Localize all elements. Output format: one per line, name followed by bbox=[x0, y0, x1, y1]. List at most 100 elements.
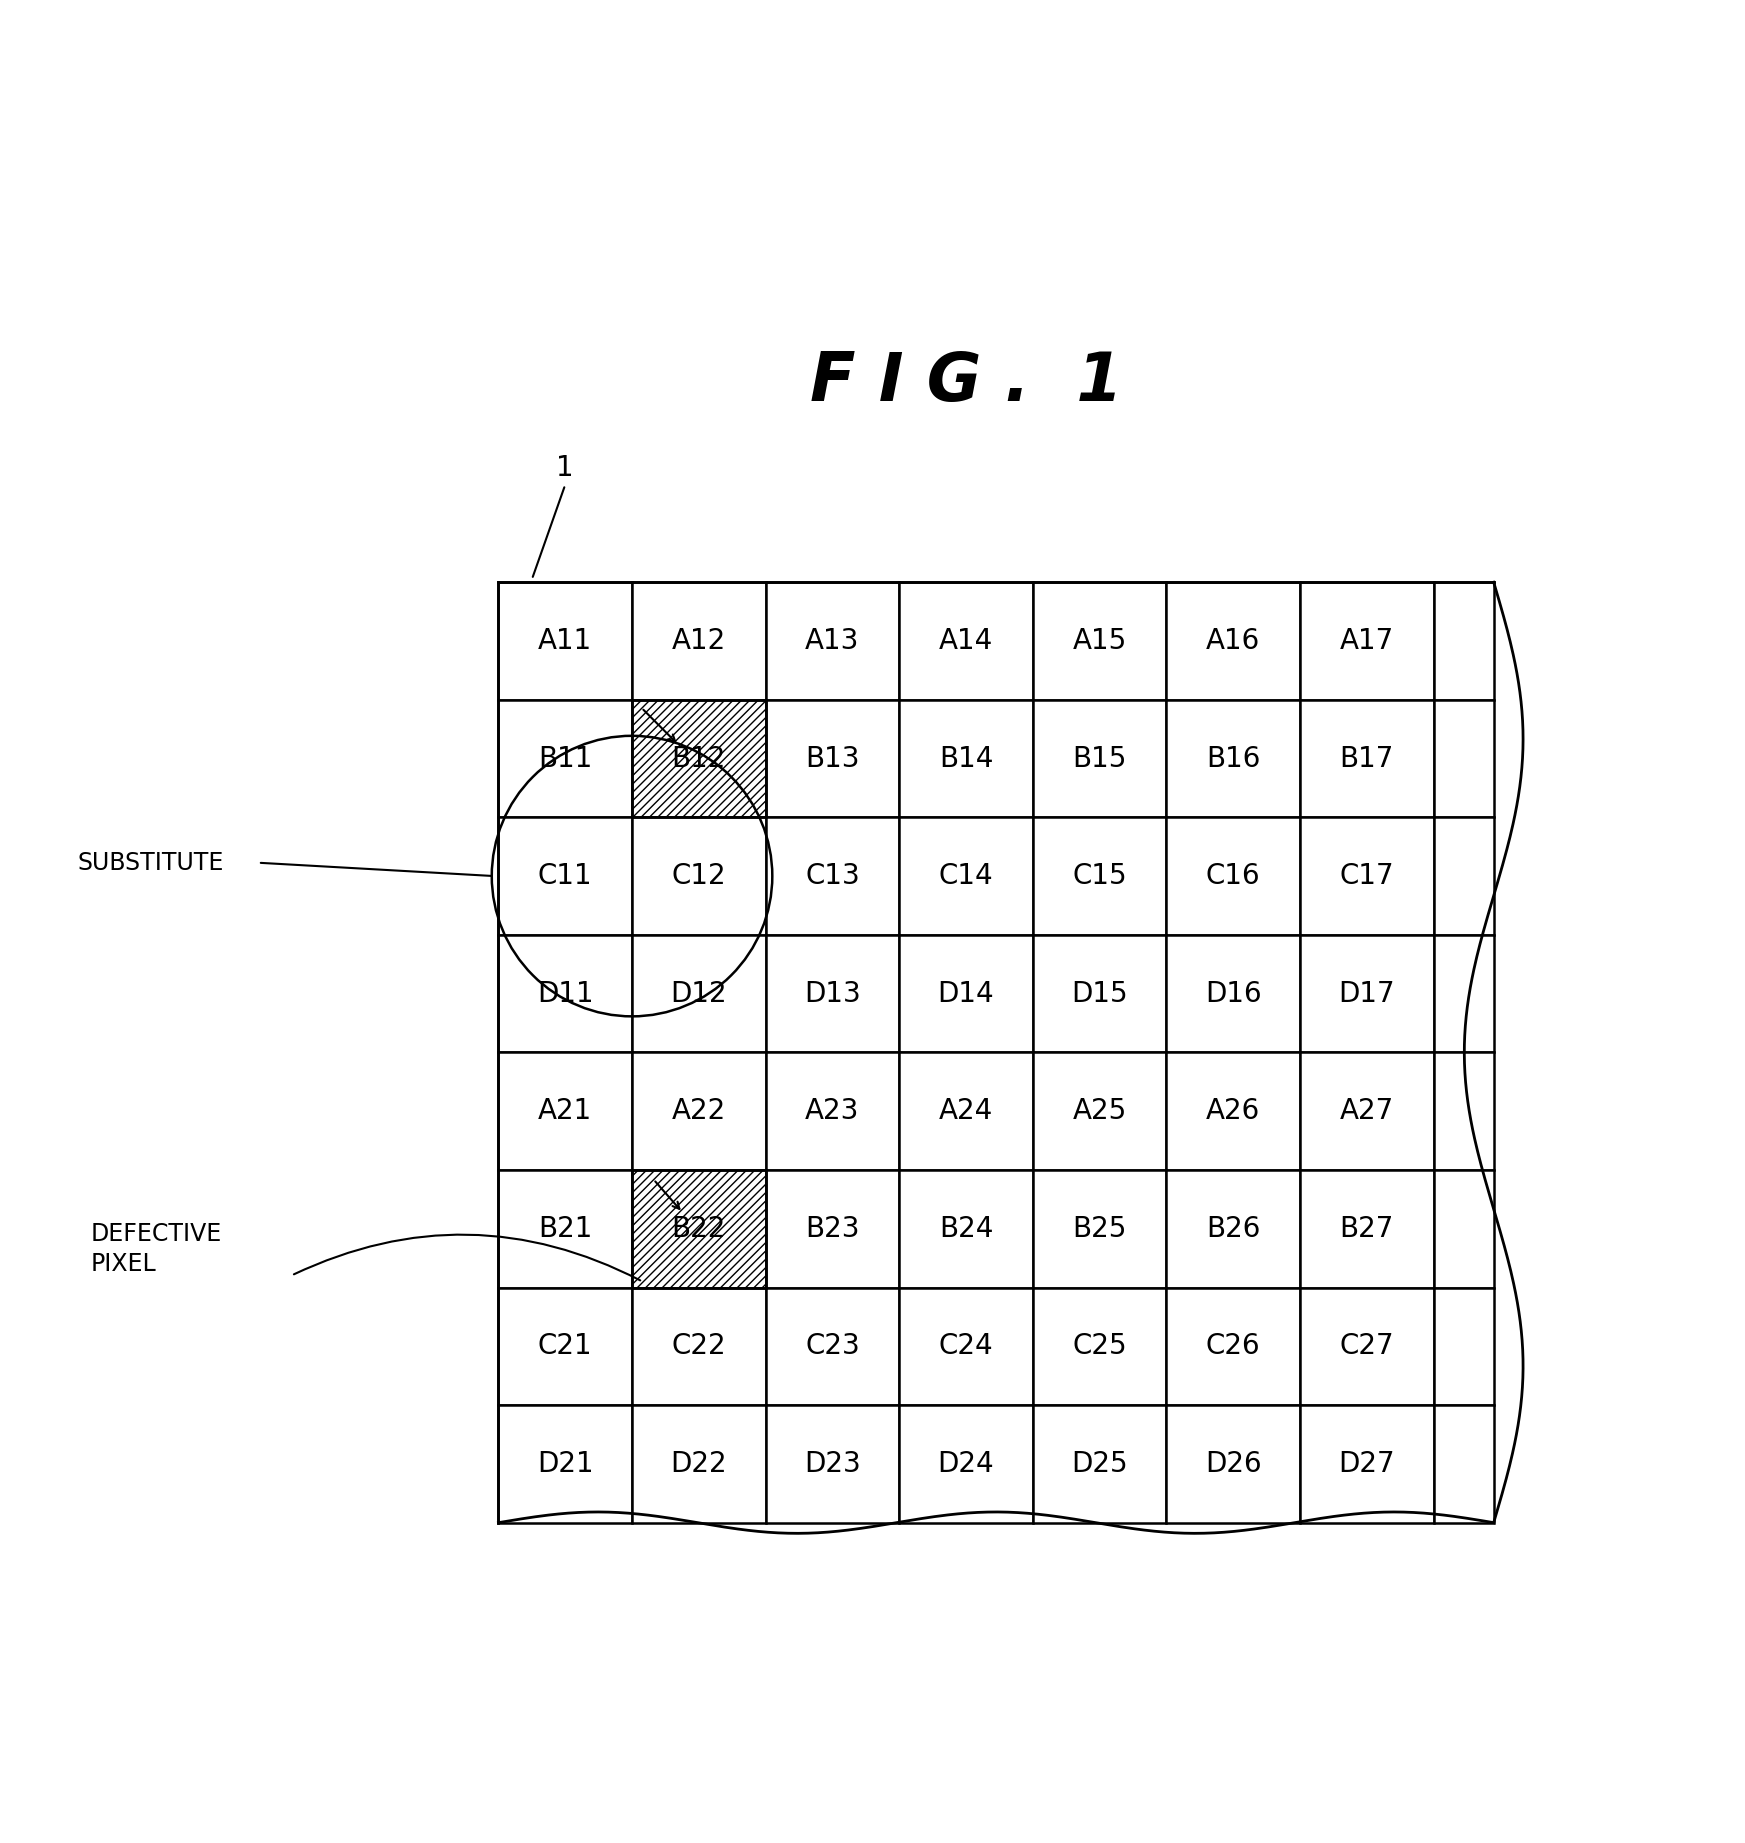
Text: D27: D27 bbox=[1338, 1450, 1394, 1478]
Text: B21: B21 bbox=[537, 1215, 593, 1242]
Text: D24: D24 bbox=[937, 1450, 995, 1478]
Bar bbox=[499, 1052, 632, 1170]
Text: C11: C11 bbox=[537, 863, 593, 890]
Text: B23: B23 bbox=[804, 1215, 860, 1242]
Bar bbox=[499, 1170, 632, 1288]
Bar bbox=[1434, 934, 1494, 1052]
Bar bbox=[1434, 1052, 1494, 1170]
Text: C17: C17 bbox=[1340, 863, 1394, 890]
Text: C13: C13 bbox=[804, 863, 860, 890]
Text: A22: A22 bbox=[672, 1097, 726, 1126]
Bar bbox=[1434, 816, 1494, 934]
Text: A25: A25 bbox=[1073, 1097, 1127, 1126]
Bar bbox=[499, 816, 632, 934]
Bar bbox=[766, 816, 899, 934]
Bar bbox=[632, 582, 766, 700]
Text: D17: D17 bbox=[1338, 980, 1394, 1008]
Text: D14: D14 bbox=[937, 980, 995, 1008]
Text: D25: D25 bbox=[1071, 1450, 1127, 1478]
Bar bbox=[1166, 1404, 1300, 1522]
Bar bbox=[899, 934, 1033, 1052]
Bar bbox=[1166, 1052, 1300, 1170]
Bar bbox=[632, 700, 766, 816]
Text: C14: C14 bbox=[939, 863, 993, 890]
Text: C22: C22 bbox=[672, 1332, 726, 1360]
Bar bbox=[1300, 1052, 1434, 1170]
Bar bbox=[1033, 1170, 1166, 1288]
Text: C26: C26 bbox=[1206, 1332, 1260, 1360]
Bar bbox=[1033, 582, 1166, 700]
Text: A26: A26 bbox=[1206, 1097, 1260, 1126]
Text: A16: A16 bbox=[1206, 627, 1260, 654]
Text: B13: B13 bbox=[804, 745, 860, 772]
Bar bbox=[1033, 816, 1166, 934]
Bar bbox=[1300, 934, 1434, 1052]
Text: B22: B22 bbox=[672, 1215, 726, 1242]
Text: B17: B17 bbox=[1340, 745, 1394, 772]
Text: B24: B24 bbox=[939, 1215, 993, 1242]
Bar bbox=[632, 1170, 766, 1288]
Bar bbox=[632, 1404, 766, 1522]
Bar bbox=[899, 582, 1033, 700]
Bar bbox=[899, 1170, 1033, 1288]
Text: B27: B27 bbox=[1340, 1215, 1394, 1242]
Text: B15: B15 bbox=[1073, 745, 1127, 772]
Bar bbox=[632, 1288, 766, 1404]
Text: A23: A23 bbox=[804, 1097, 860, 1126]
Text: D16: D16 bbox=[1204, 980, 1262, 1008]
Bar bbox=[766, 700, 899, 816]
Text: F I G .  1: F I G . 1 bbox=[810, 348, 1122, 415]
Bar bbox=[1033, 1288, 1166, 1404]
Bar bbox=[1300, 582, 1434, 700]
Bar bbox=[1033, 700, 1166, 816]
Text: A15: A15 bbox=[1073, 627, 1127, 654]
Text: B25: B25 bbox=[1073, 1215, 1127, 1242]
Text: B14: B14 bbox=[939, 745, 993, 772]
Bar bbox=[766, 582, 899, 700]
Text: D15: D15 bbox=[1071, 980, 1127, 1008]
Bar bbox=[499, 1288, 632, 1404]
Bar bbox=[1434, 1404, 1494, 1522]
Text: SUBSTITUTE: SUBSTITUTE bbox=[77, 851, 223, 875]
Text: A24: A24 bbox=[939, 1097, 993, 1126]
Bar bbox=[1434, 700, 1494, 816]
Text: C16: C16 bbox=[1206, 863, 1260, 890]
Text: C25: C25 bbox=[1071, 1332, 1127, 1360]
Bar bbox=[1300, 816, 1434, 934]
Bar bbox=[766, 934, 899, 1052]
Text: A14: A14 bbox=[939, 627, 993, 654]
Bar bbox=[899, 1288, 1033, 1404]
Bar bbox=[899, 816, 1033, 934]
Bar bbox=[632, 700, 766, 816]
Text: C12: C12 bbox=[672, 863, 726, 890]
Text: D11: D11 bbox=[537, 980, 593, 1008]
Text: D26: D26 bbox=[1204, 1450, 1262, 1478]
Bar bbox=[1166, 1170, 1300, 1288]
Bar bbox=[632, 700, 766, 816]
Text: A11: A11 bbox=[537, 627, 592, 654]
Bar bbox=[632, 1052, 766, 1170]
Text: DEFECTIVE
PIXEL: DEFECTIVE PIXEL bbox=[91, 1222, 222, 1275]
Bar bbox=[1033, 1052, 1166, 1170]
Bar bbox=[1166, 582, 1300, 700]
Bar bbox=[899, 1052, 1033, 1170]
Bar bbox=[1434, 1288, 1494, 1404]
Bar bbox=[632, 1170, 766, 1288]
Bar bbox=[499, 934, 632, 1052]
Text: 1: 1 bbox=[557, 453, 574, 483]
Bar bbox=[499, 582, 632, 700]
Bar bbox=[899, 1404, 1033, 1522]
Bar bbox=[766, 1288, 899, 1404]
Bar bbox=[632, 934, 766, 1052]
Text: B26: B26 bbox=[1206, 1215, 1260, 1242]
Bar bbox=[1300, 1404, 1434, 1522]
Bar bbox=[1166, 934, 1300, 1052]
Text: A12: A12 bbox=[672, 627, 726, 654]
Bar bbox=[1166, 816, 1300, 934]
Bar bbox=[632, 1170, 766, 1288]
Bar bbox=[1300, 1288, 1434, 1404]
Bar bbox=[499, 700, 632, 816]
Bar bbox=[899, 700, 1033, 816]
Bar bbox=[1434, 582, 1494, 700]
Text: B11: B11 bbox=[537, 745, 593, 772]
